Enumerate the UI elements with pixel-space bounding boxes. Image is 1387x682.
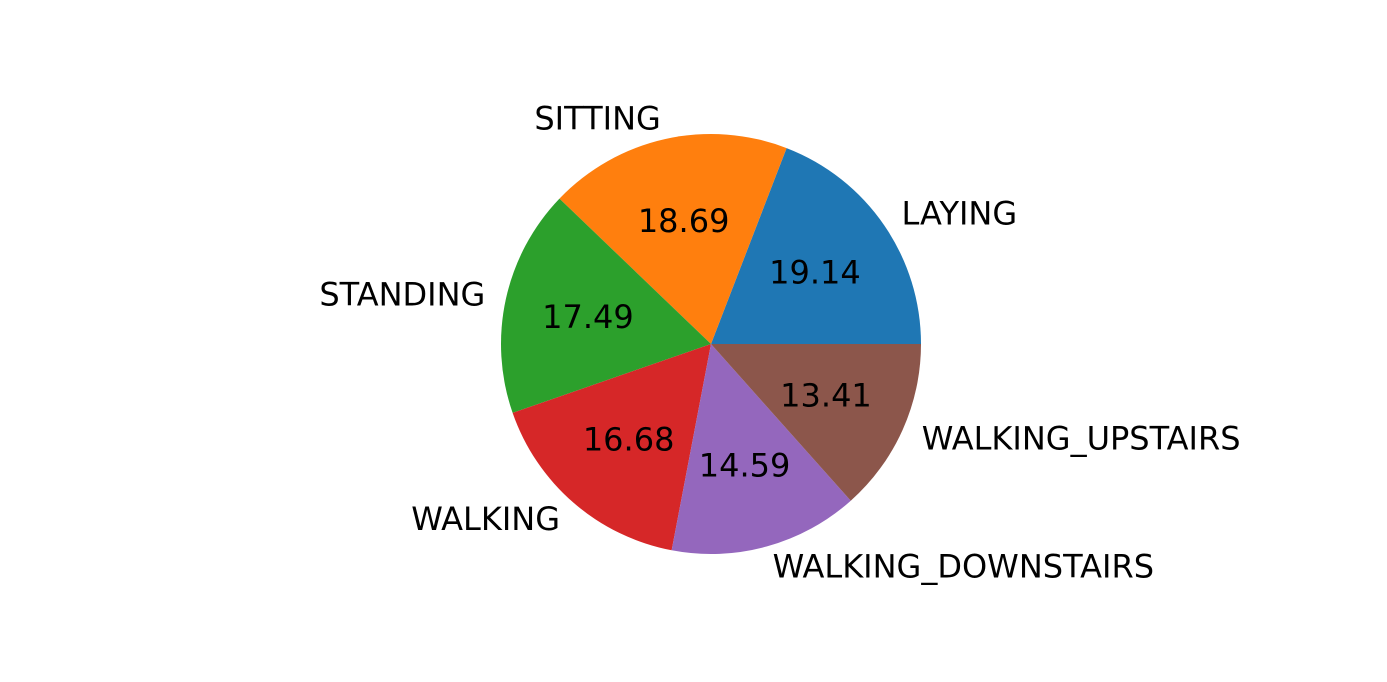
pie-slice-walking-downstairs xyxy=(671,344,851,554)
pie-slices xyxy=(500,134,921,554)
category-label-walking: WALKING xyxy=(411,500,560,538)
pct-label-laying: 19.14 xyxy=(769,254,861,292)
category-label-sitting: SITTING xyxy=(534,100,660,138)
pie-slice-walking-upstairs xyxy=(711,344,921,501)
category-label-walking-upstairs: WALKING_UPSTAIRS xyxy=(922,419,1241,457)
percentage-labels: 19.14 18.69 17.49 16.68 14.59 13.41 xyxy=(542,202,872,484)
pie-slice-laying xyxy=(711,148,921,344)
category-labels: LAYING SITTING STANDING WALKING WALKING_DOWN… xyxy=(319,100,1240,586)
category-label-walking-downstairs: WALKING_DOWNSTAIRS xyxy=(773,548,1154,586)
pct-label-sitting: 18.69 xyxy=(638,202,730,240)
category-label-standing: STANDING xyxy=(319,276,485,314)
pie-slice-walking xyxy=(512,344,711,551)
pct-label-standing: 17.49 xyxy=(542,298,634,336)
pie-slice-standing xyxy=(500,198,711,413)
pct-label-walking-upstairs: 13.41 xyxy=(780,377,872,415)
category-label-laying: LAYING xyxy=(901,194,1017,232)
pie-slice-sitting xyxy=(559,134,787,344)
pct-label-walking: 16.68 xyxy=(583,420,675,458)
pct-label-walking-downstairs: 14.59 xyxy=(699,446,791,484)
